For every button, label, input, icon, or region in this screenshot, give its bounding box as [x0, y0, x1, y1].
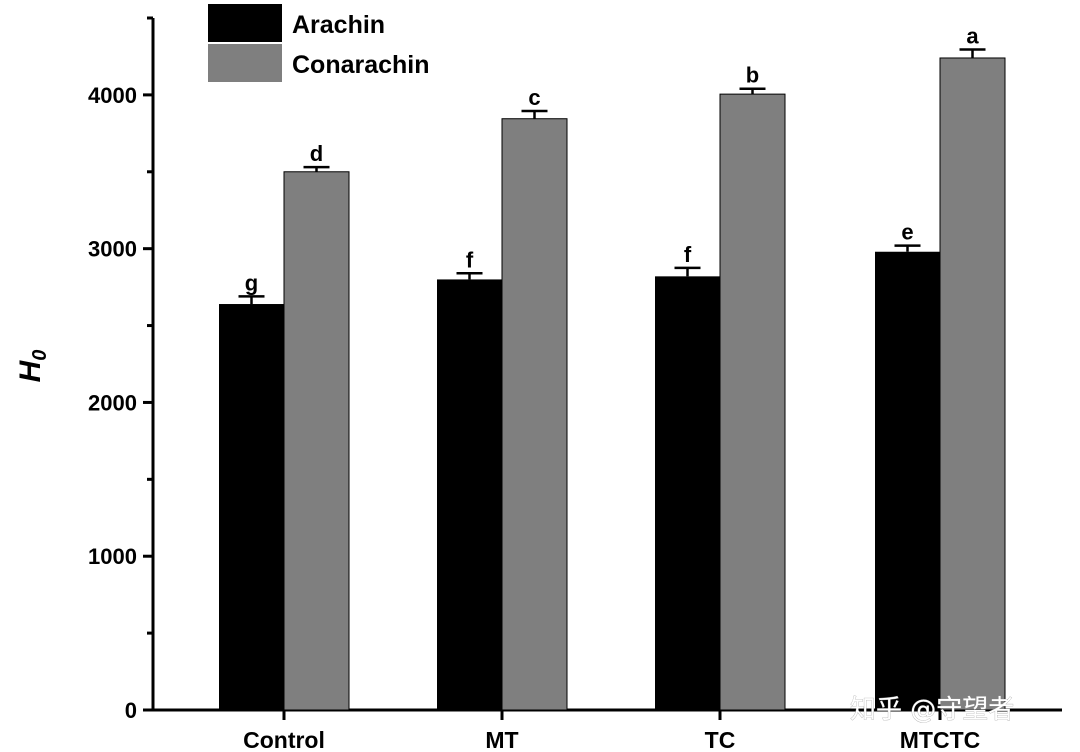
legend-swatch-conarachin: [208, 44, 282, 82]
bar-arachin-mtctc: [875, 251, 940, 710]
y-tick-label: 0: [125, 698, 137, 723]
significance-label: b: [746, 63, 759, 88]
bars: [219, 57, 1006, 711]
category-labels: Control MT TC MTCTC: [243, 727, 980, 752]
x-ticks: [282, 710, 942, 720]
category-label: MT: [485, 727, 518, 752]
category-label: MTCTC: [900, 727, 980, 752]
significance-label: f: [684, 242, 692, 267]
bar-arachin-control: [219, 304, 284, 710]
significance-label: g: [245, 270, 258, 295]
bar-conarachin-tc: [719, 93, 786, 711]
bar-conarachin-control: [283, 171, 350, 711]
legend-swatch-arachin: [208, 4, 282, 42]
significance-labels: g d f c f b e a: [245, 24, 980, 296]
bar-conarachin-mtctc: [939, 57, 1006, 711]
y-axis-label-subscript: 0: [29, 350, 51, 361]
y-axis-label-main: H: [14, 359, 47, 382]
y-tick-label: 1000: [88, 544, 137, 569]
legend-label-arachin: Arachin: [292, 11, 385, 39]
bar-arachin-mt: [437, 279, 502, 710]
legend-label-conarachin: Conarachin: [292, 51, 430, 79]
y-tick-label: 4000: [88, 83, 137, 108]
error-bars: [238, 48, 986, 305]
significance-label: e: [901, 220, 913, 245]
significance-label: f: [466, 247, 474, 272]
y-ticks: 0 1000 2000 3000 4000: [88, 16, 153, 723]
y-tick-label: 3000: [88, 237, 137, 262]
y-axis-label: H0: [14, 350, 51, 383]
significance-label: c: [528, 85, 540, 110]
significance-label: a: [966, 24, 979, 49]
legend: Arachin Conarachin: [208, 4, 430, 82]
category-label: TC: [705, 727, 736, 752]
significance-label: d: [310, 141, 323, 166]
bar-conarachin-mt: [501, 118, 568, 711]
bar-arachin-tc: [655, 276, 720, 710]
watermark-text: 知乎 @守望者: [850, 695, 1014, 725]
y-tick-label: 2000: [88, 390, 137, 415]
category-label: Control: [243, 727, 325, 752]
